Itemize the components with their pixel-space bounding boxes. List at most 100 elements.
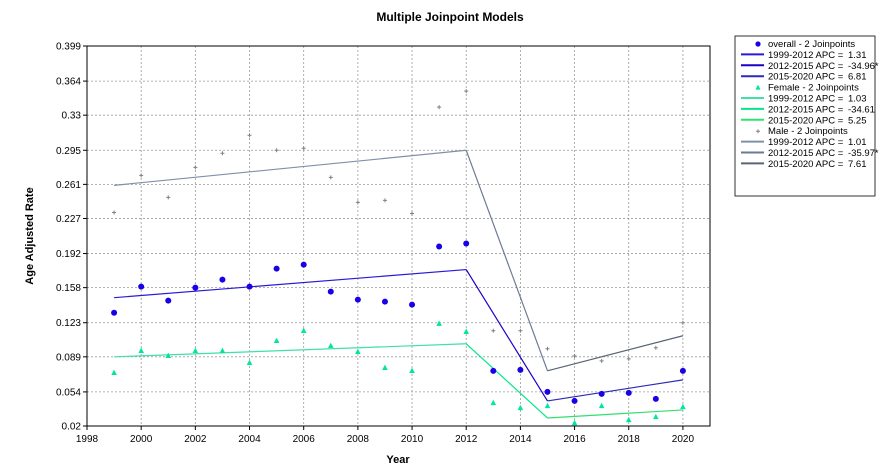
x-tick-label: 1998: [76, 434, 99, 445]
legend-segment-label: 1999-2012 APC =: [768, 50, 844, 61]
data-point: [219, 276, 226, 283]
data-point: [518, 328, 523, 333]
legend-segment-label: 2015-2020 APC =: [768, 72, 844, 83]
data-point: [680, 403, 686, 410]
data-point: [544, 388, 551, 395]
x-tick-label: 2000: [130, 434, 153, 445]
legend-segment-label: 2012-2015 APC =: [768, 148, 844, 159]
data-point: [680, 320, 685, 325]
data-point: [517, 404, 524, 411]
fit-segment-line: [465, 269, 548, 402]
data-point: [273, 265, 280, 272]
data-point: [193, 165, 198, 170]
legend-marker: [756, 129, 760, 134]
legend-apc-value: -34.61: [848, 104, 875, 115]
data-point: [572, 353, 577, 358]
x-tick-label: 2014: [509, 434, 532, 445]
data-point: [599, 358, 604, 363]
data-point: [111, 369, 117, 376]
y-tick-label: 0.33: [62, 111, 82, 122]
legend-segment-label: 2015-2020 APC =: [768, 115, 844, 126]
data-point: [219, 347, 226, 354]
plot-area-frame: [86, 45, 711, 427]
data-point: [138, 283, 145, 290]
data-point: [274, 148, 279, 153]
data-point: [355, 348, 361, 355]
data-point: [247, 133, 252, 138]
data-point: [436, 320, 442, 326]
data-point: [166, 195, 171, 200]
y-tick-label: 0.261: [56, 180, 81, 191]
data-point: [598, 402, 605, 409]
x-axis-title: Year: [386, 454, 410, 466]
data-point: [571, 397, 578, 404]
legend-apc-value: -35.97*: [848, 148, 879, 159]
y-tick-label: 0.089: [56, 352, 81, 363]
data-point: [138, 347, 144, 354]
legend-apc-value: 6.81: [848, 72, 867, 83]
y-tick-label: 0.054: [56, 387, 81, 398]
y-tick-label: 0.158: [56, 283, 81, 294]
legend-segment-label: 2012-2015 APC =: [768, 104, 844, 115]
data-point: [165, 297, 172, 304]
fit-segment-line: [465, 343, 548, 419]
data-point: [490, 367, 497, 374]
data-point: [355, 200, 360, 205]
data-point: [382, 198, 387, 203]
data-point: [571, 419, 578, 426]
data-point: [463, 328, 470, 334]
data-point: [300, 327, 307, 333]
y-tick-label: 0.123: [56, 318, 81, 329]
data-point: [246, 359, 253, 366]
x-tick-label: 2016: [563, 434, 586, 445]
data-point: [354, 296, 361, 303]
data-point: [436, 243, 443, 250]
legend-segment-label: 1999-2012 APC =: [768, 137, 844, 148]
legend-apc-value: 7.61: [848, 159, 867, 170]
y-axis: 0.02 0.054 0.089 0.123 0.158 0.192 0.227 0.261 0…: [56, 42, 87, 433]
y-tick-label: 0.192: [56, 249, 81, 260]
data-point: [410, 211, 415, 216]
data-point: [192, 284, 199, 291]
data-point: [327, 288, 334, 295]
data-point: [625, 389, 632, 396]
data-point: [300, 261, 307, 268]
x-tick-label: 2010: [401, 434, 424, 445]
y-tick-label: 0.295: [56, 146, 81, 157]
fit-segment-line: [547, 379, 684, 402]
data-point: [598, 390, 605, 397]
data-point: [545, 346, 550, 351]
legend-marker: [755, 41, 761, 47]
legend-segment-label: 2012-2015 APC =: [768, 61, 844, 72]
legend-series-name: Male - 2 Joinpoints: [768, 126, 848, 137]
data-point: [490, 399, 497, 406]
legend-apc-value: 1.31: [848, 50, 867, 61]
data-point: [653, 413, 659, 420]
data-point: [165, 352, 172, 359]
data-point: [625, 416, 632, 423]
grid: [87, 45, 710, 427]
data-point: [544, 402, 551, 409]
x-tick-label: 2004: [238, 434, 261, 445]
y-tick-label: 0.399: [56, 42, 81, 53]
legend-segment-label: 2015-2020 APC =: [768, 159, 844, 170]
x-tick-label: 2018: [618, 434, 641, 445]
y-tick-label: 0.227: [56, 214, 81, 225]
x-tick-label: 2012: [455, 434, 478, 445]
data-point: [652, 395, 659, 402]
data-point: [491, 328, 496, 333]
data-point: [679, 367, 686, 374]
data-point: [112, 210, 117, 215]
y-tick-label: 0.02: [62, 422, 82, 433]
fit-segment-line: [114, 268, 467, 299]
data-point: [381, 298, 388, 305]
data-point: [437, 105, 442, 110]
data-point: [273, 337, 280, 343]
data-point: [328, 175, 333, 180]
fit-segment-line: [114, 149, 467, 186]
data-point: [139, 173, 144, 178]
data-point: [409, 367, 415, 374]
legend-apc-value: 5.25: [848, 115, 867, 126]
